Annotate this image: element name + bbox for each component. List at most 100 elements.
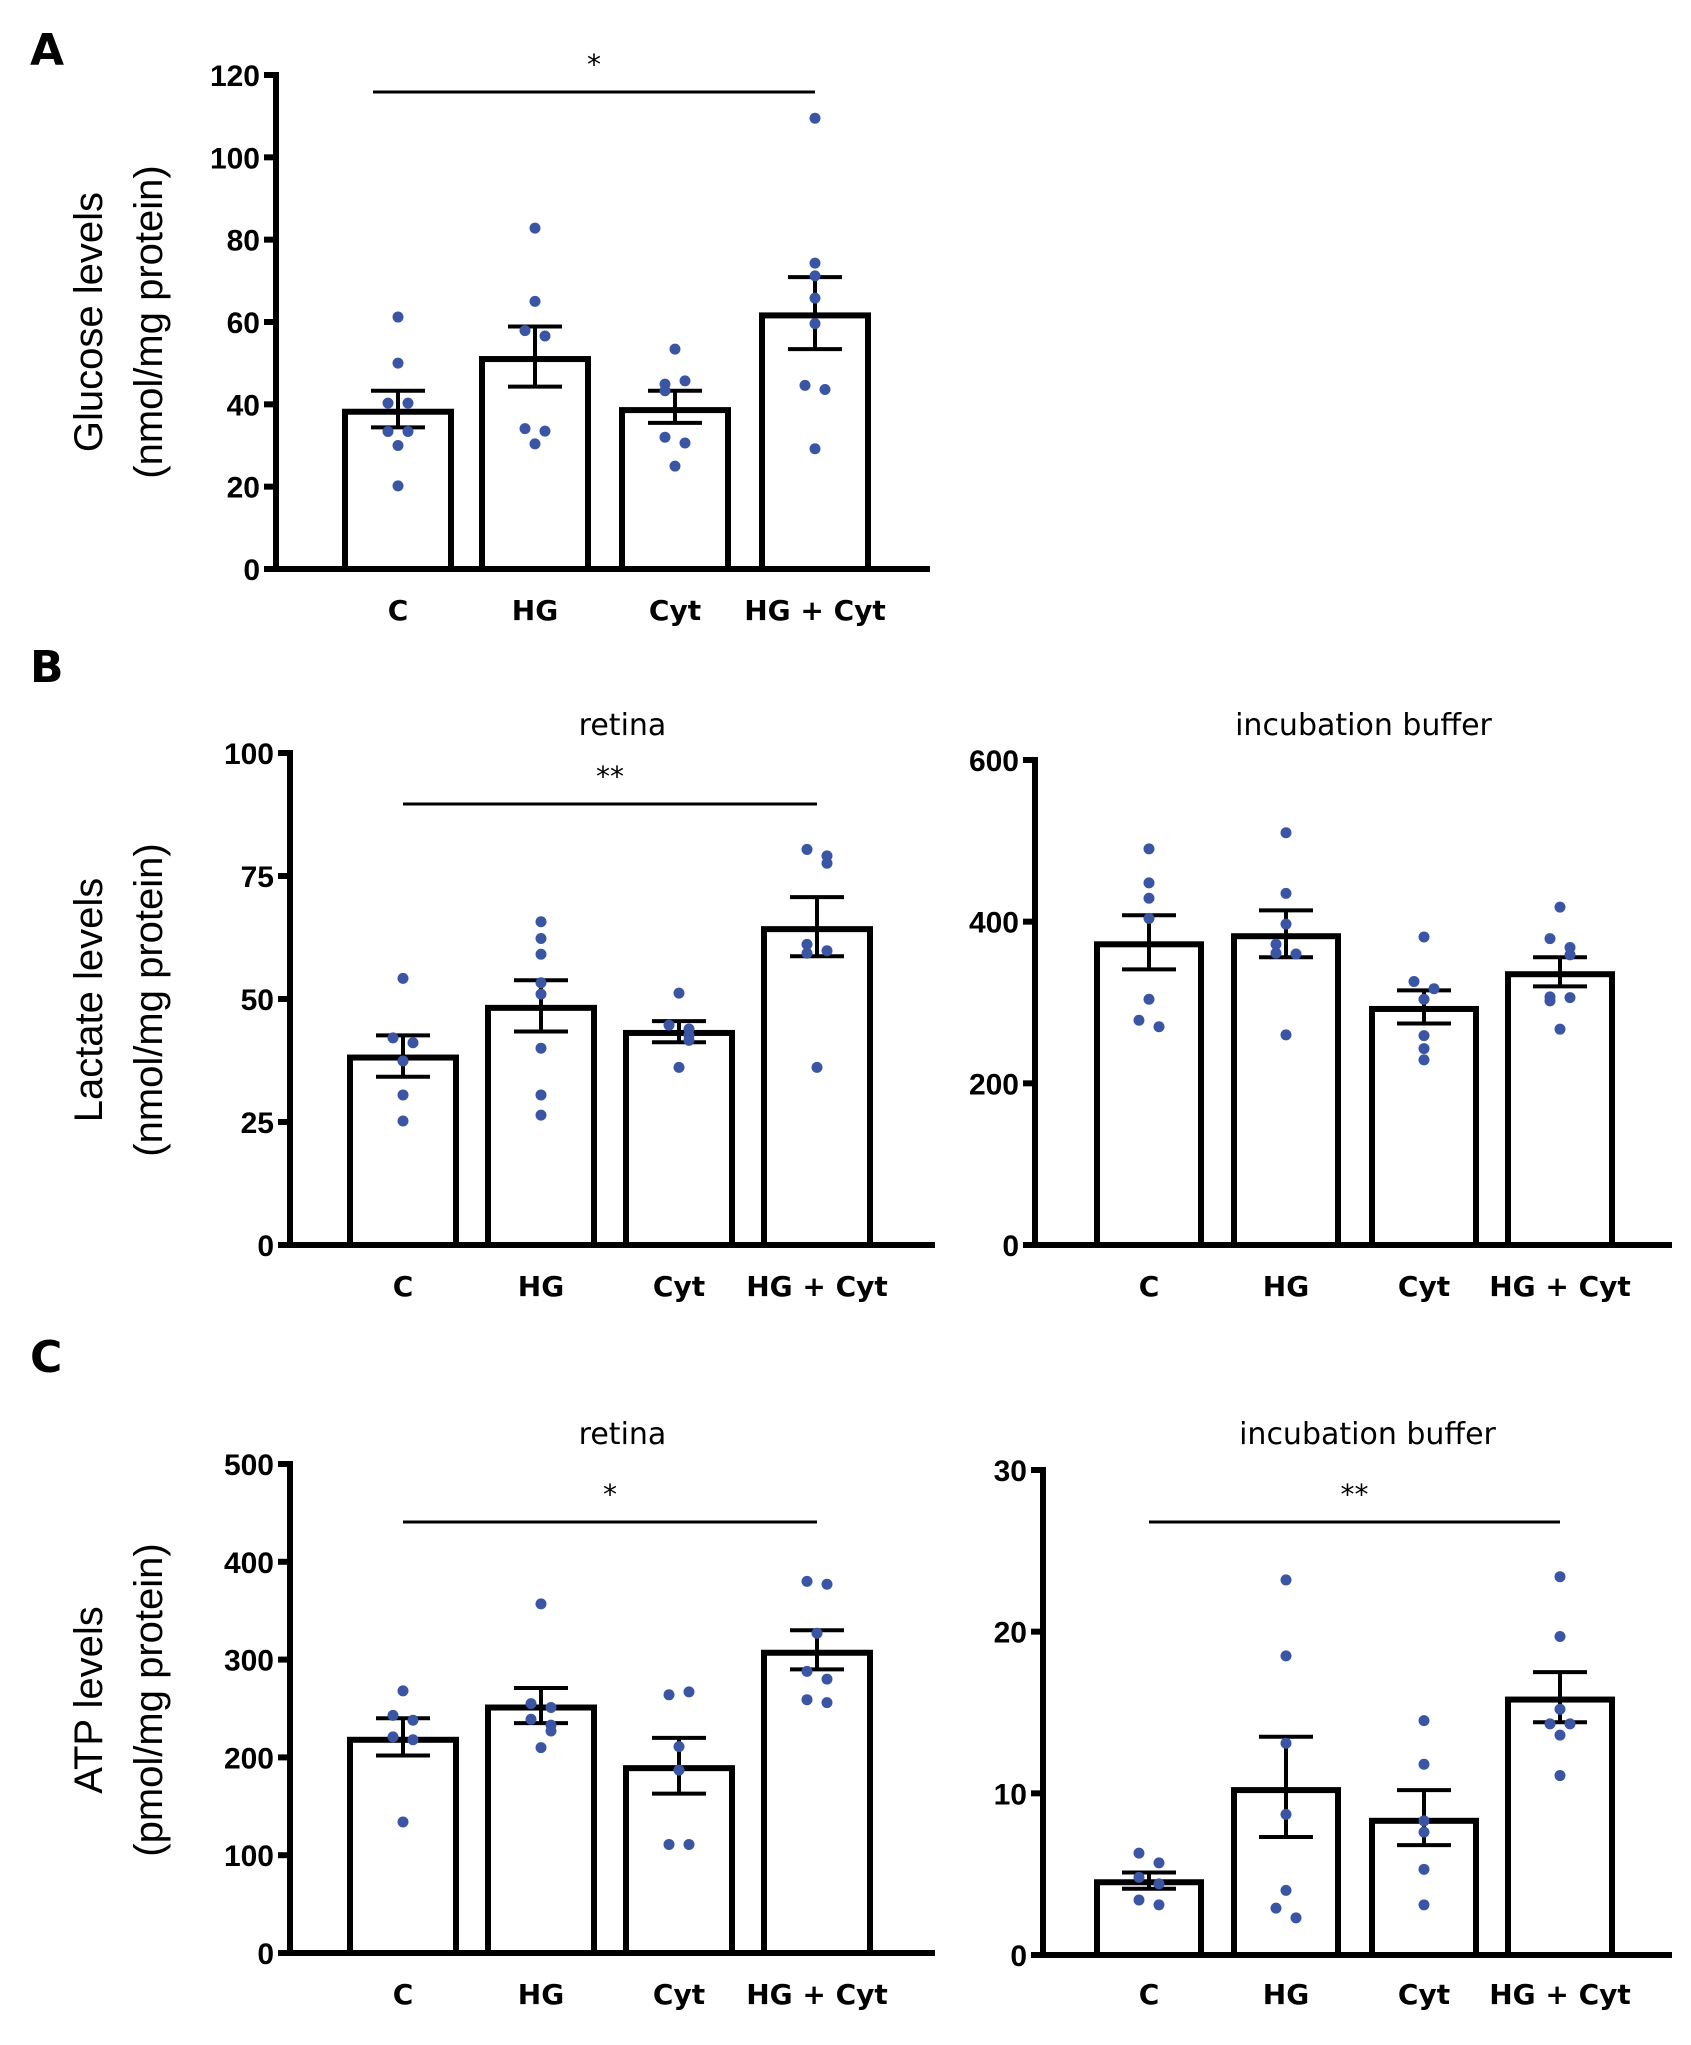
data-point (821, 1673, 833, 1685)
significance-label: ** (1341, 1478, 1369, 1511)
data-point (1554, 1703, 1566, 1715)
y-tick-label: 40 (227, 389, 260, 422)
chart-title: retina (579, 708, 667, 743)
data-point (811, 1627, 823, 1639)
data-point (683, 1838, 695, 1850)
x-tick-label: Cyt (653, 1978, 705, 2011)
significance-label: * (603, 1478, 617, 1511)
data-point (673, 1061, 685, 1073)
data-point (1418, 1899, 1430, 1911)
y-tick-label: 600 (969, 745, 1019, 778)
data-point (407, 1037, 419, 1049)
data-point (1280, 1884, 1292, 1896)
bar-hg-cyt (761, 1649, 873, 1957)
data-point (1290, 1912, 1302, 1924)
significance-label: * (587, 48, 601, 81)
data-point (545, 1702, 557, 1714)
data-point (1280, 827, 1292, 839)
data-point (809, 292, 821, 304)
data-point (1418, 993, 1430, 1005)
data-point (673, 1741, 685, 1753)
y-tick-label: 10 (994, 1778, 1027, 1811)
x-tick-label: HG + Cyt (1489, 1978, 1631, 2011)
x-tick-label: C (393, 1270, 414, 1303)
y-tick-label: 0 (257, 1938, 274, 1971)
y-tick-label: 30 (994, 1455, 1027, 1488)
data-point (809, 318, 821, 330)
data-point (1143, 877, 1155, 889)
significance-label: ** (596, 760, 624, 793)
data-point (407, 1714, 419, 1726)
data-point (1280, 887, 1292, 899)
x-tick-label: HG (1263, 1978, 1309, 2011)
data-point (683, 1686, 695, 1698)
data-point (1290, 948, 1302, 960)
y-tick-label: 20 (227, 472, 260, 505)
data-point (397, 1089, 409, 1101)
chart-b-buffer: incubation buffer 0 200 400 600 C HG Cyt HG + Cy… (969, 708, 1672, 1303)
data-point (529, 295, 541, 307)
x-tick-label: C (393, 1978, 414, 2011)
y-axis-label-lactate-line1: Lactate levels (67, 878, 111, 1123)
data-point (821, 857, 833, 869)
data-point (519, 325, 531, 337)
data-point (1153, 1878, 1165, 1890)
data-point (1544, 1718, 1556, 1730)
y-axis-label-lactate-line2: (nmol/mg protein) (127, 843, 171, 1156)
x-tick-label: Cyt (1398, 1270, 1450, 1303)
y-axis-label-atp-line2: (pmol/mg protein) (127, 1543, 171, 1856)
data-point (1280, 1029, 1292, 1041)
bar-c (347, 1054, 459, 1248)
data-point (1270, 1902, 1282, 1914)
data-point (387, 1731, 399, 1743)
data-point (407, 1734, 419, 1746)
y-tick-label: 100 (224, 1840, 274, 1873)
data-point (535, 916, 547, 928)
data-point (801, 843, 813, 855)
y-tick-label: 100 (224, 738, 274, 771)
chart-c-retina: retina 0 100 200 300 400 500 C HG Cyt HG + Cyt * (224, 1417, 935, 2011)
data-point (1418, 1863, 1430, 1875)
x-tick-label: Cyt (649, 594, 701, 627)
data-point (811, 1061, 823, 1073)
chart-c-buffer: incubation buffer 0 10 20 30 C HG Cyt HG + Cyt ** (994, 1417, 1672, 2011)
data-point (669, 460, 681, 472)
bar-c (1094, 941, 1204, 1248)
data-point (663, 1838, 675, 1850)
data-point (402, 426, 414, 438)
y-axis-label-glucose-line2: (nmol/mg protein) (127, 165, 171, 478)
chart-b-retina: retina 0 25 50 75 100 C HG Cyt HG + Cyt ** (224, 708, 935, 1303)
data-point (1153, 1021, 1165, 1033)
data-point (1554, 1571, 1566, 1583)
chart-a: 0 20 40 60 80 100 120 C HG Cyt HG + Cyt * (210, 48, 930, 627)
data-point (801, 938, 813, 950)
data-point (659, 431, 671, 443)
y-tick-label: 0 (1010, 1940, 1027, 1973)
data-point (801, 1665, 813, 1677)
data-point (1153, 1857, 1165, 1869)
data-point (1418, 1043, 1430, 1055)
bar-cyt (623, 1765, 735, 1956)
data-point (387, 1032, 399, 1044)
bar-hg (1231, 933, 1341, 1248)
data-point (535, 977, 547, 989)
panel-letter-a: A (30, 25, 64, 76)
data-point (683, 1034, 695, 1046)
data-point (801, 1575, 813, 1587)
chart-title: incubation buffer (1239, 1417, 1496, 1452)
data-point (392, 480, 404, 492)
chart-title: incubation buffer (1235, 708, 1492, 743)
data-point (1143, 912, 1155, 924)
data-point (387, 1709, 399, 1721)
data-point (1418, 1758, 1430, 1770)
data-point (1280, 1574, 1292, 1586)
data-point (539, 330, 551, 342)
data-point (1280, 1808, 1292, 1820)
data-point (679, 375, 691, 387)
data-point (1270, 938, 1282, 950)
x-tick-label: C (1139, 1978, 1160, 2011)
y-tick-label: 400 (969, 907, 1019, 940)
data-point (535, 948, 547, 960)
data-point (1418, 1715, 1430, 1727)
